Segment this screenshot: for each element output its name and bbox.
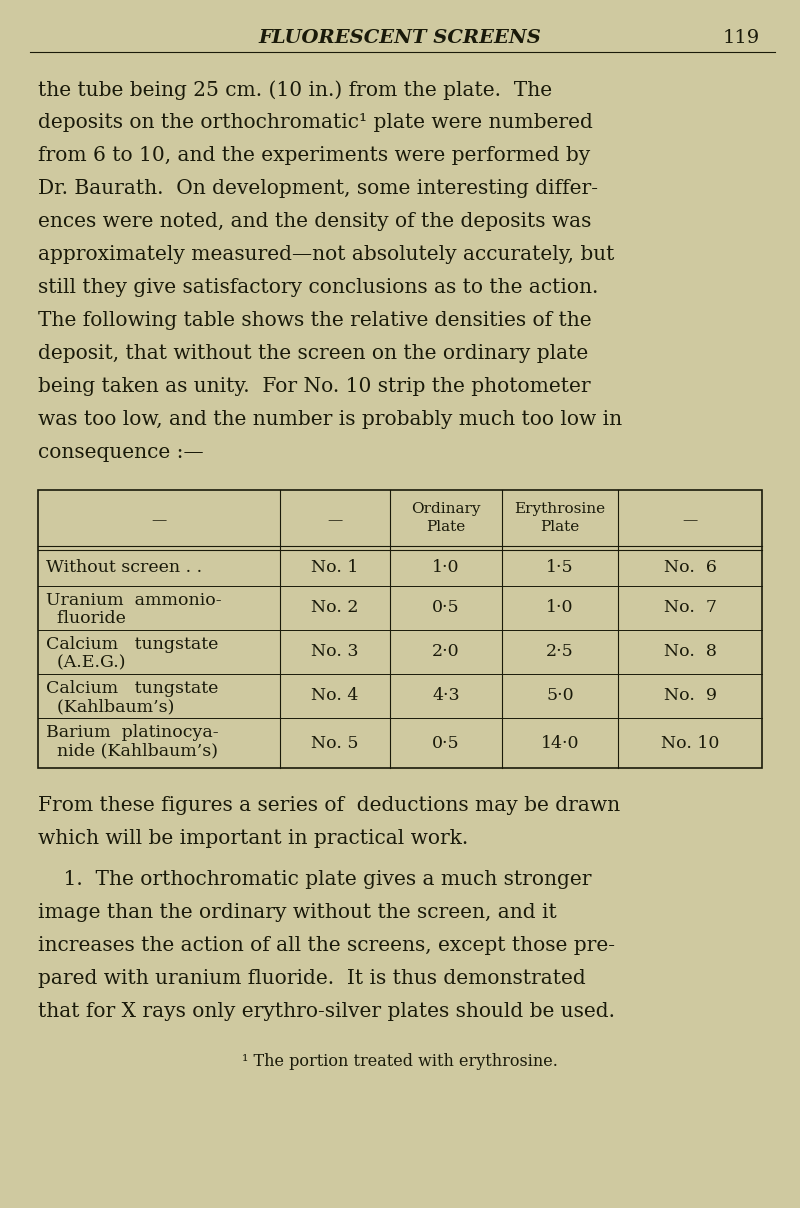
Text: (A.E.G.): (A.E.G.) bbox=[46, 654, 126, 670]
Text: from 6 to 10, and the experiments were performed by: from 6 to 10, and the experiments were p… bbox=[38, 146, 590, 165]
Text: FLUORESCENT SCREENS: FLUORESCENT SCREENS bbox=[258, 29, 542, 47]
Text: Erythrosine
Plate: Erythrosine Plate bbox=[514, 503, 606, 534]
Text: Calcium   tungstate: Calcium tungstate bbox=[46, 680, 218, 697]
Text: fluoride: fluoride bbox=[46, 610, 126, 627]
Text: Uranium  ammonio-: Uranium ammonio- bbox=[46, 592, 222, 609]
Text: 1.  The orthochromatic plate gives a much stronger: 1. The orthochromatic plate gives a much… bbox=[38, 870, 591, 889]
Text: No. 4: No. 4 bbox=[311, 687, 358, 704]
Text: pared with uranium fluoride.  It is thus demonstrated: pared with uranium fluoride. It is thus … bbox=[38, 969, 586, 988]
Text: ¹ The portion treated with erythrosine.: ¹ The portion treated with erythrosine. bbox=[242, 1053, 558, 1070]
Text: No. 2: No. 2 bbox=[311, 599, 358, 616]
Text: still they give satisfactory conclusions as to the action.: still they give satisfactory conclusions… bbox=[38, 278, 598, 297]
Text: Calcium   tungstate: Calcium tungstate bbox=[46, 635, 218, 654]
Text: the tube being 25 cm. (10 in.) from the plate.  The: the tube being 25 cm. (10 in.) from the … bbox=[38, 80, 552, 99]
Text: No.  6: No. 6 bbox=[663, 559, 717, 576]
Text: deposit, that without the screen on the ordinary plate: deposit, that without the screen on the … bbox=[38, 344, 588, 362]
Text: nide (Kahlbaum’s): nide (Kahlbaum’s) bbox=[46, 742, 218, 759]
Text: No.  7: No. 7 bbox=[663, 599, 717, 616]
Text: No.  9: No. 9 bbox=[663, 687, 717, 704]
Text: 2·0: 2·0 bbox=[432, 644, 460, 661]
Text: deposits on the orthochromatic¹ plate were numbered: deposits on the orthochromatic¹ plate we… bbox=[38, 114, 593, 132]
Text: 0·5: 0·5 bbox=[432, 734, 460, 751]
Text: increases the action of all the screens, except those pre-: increases the action of all the screens,… bbox=[38, 936, 615, 956]
Text: From these figures a series of  deductions may be drawn: From these figures a series of deduction… bbox=[38, 796, 620, 815]
Text: image than the ordinary without the screen, and it: image than the ordinary without the scre… bbox=[38, 904, 557, 922]
Text: 5·0: 5·0 bbox=[546, 687, 574, 704]
Text: being taken as unity.  For No. 10 strip the photometer: being taken as unity. For No. 10 strip t… bbox=[38, 377, 590, 396]
Text: Ordinary
Plate: Ordinary Plate bbox=[411, 503, 481, 534]
Text: ences were noted, and the density of the deposits was: ences were noted, and the density of the… bbox=[38, 211, 591, 231]
Text: No. 5: No. 5 bbox=[311, 734, 358, 751]
Text: 2·5: 2·5 bbox=[546, 644, 574, 661]
Text: that for X rays only erythro-silver plates should be used.: that for X rays only erythro-silver plat… bbox=[38, 1001, 615, 1021]
Text: —: — bbox=[682, 513, 698, 527]
Text: (Kahlbaum’s): (Kahlbaum’s) bbox=[46, 698, 174, 715]
Text: 119: 119 bbox=[722, 29, 760, 47]
Text: was too low, and the number is probably much too low in: was too low, and the number is probably … bbox=[38, 410, 622, 429]
Text: Without screen . .: Without screen . . bbox=[46, 559, 202, 576]
Text: 0·5: 0·5 bbox=[432, 599, 460, 616]
Text: No.  8: No. 8 bbox=[663, 644, 717, 661]
Text: The following table shows the relative densities of the: The following table shows the relative d… bbox=[38, 310, 592, 330]
Text: Dr. Baurath.  On development, some interesting differ-: Dr. Baurath. On development, some intere… bbox=[38, 179, 598, 198]
Text: No. 1: No. 1 bbox=[311, 559, 358, 576]
Text: Barium  platinocya-: Barium platinocya- bbox=[46, 724, 218, 741]
Text: 1·0: 1·0 bbox=[546, 599, 574, 616]
Text: No. 3: No. 3 bbox=[311, 644, 358, 661]
Text: 1·5: 1·5 bbox=[546, 559, 574, 576]
Text: which will be important in practical work.: which will be important in practical wor… bbox=[38, 829, 468, 848]
Text: approximately measured—not absolutely accurately, but: approximately measured—not absolutely ac… bbox=[38, 245, 614, 265]
Text: No. 10: No. 10 bbox=[661, 734, 719, 751]
Bar bbox=[38, 490, 762, 768]
Text: —: — bbox=[151, 513, 166, 527]
Text: consequence :—: consequence :— bbox=[38, 443, 204, 461]
Text: 1·0: 1·0 bbox=[432, 559, 460, 576]
Text: 4·3: 4·3 bbox=[432, 687, 460, 704]
Text: 14·0: 14·0 bbox=[541, 734, 579, 751]
Text: —: — bbox=[327, 513, 342, 527]
